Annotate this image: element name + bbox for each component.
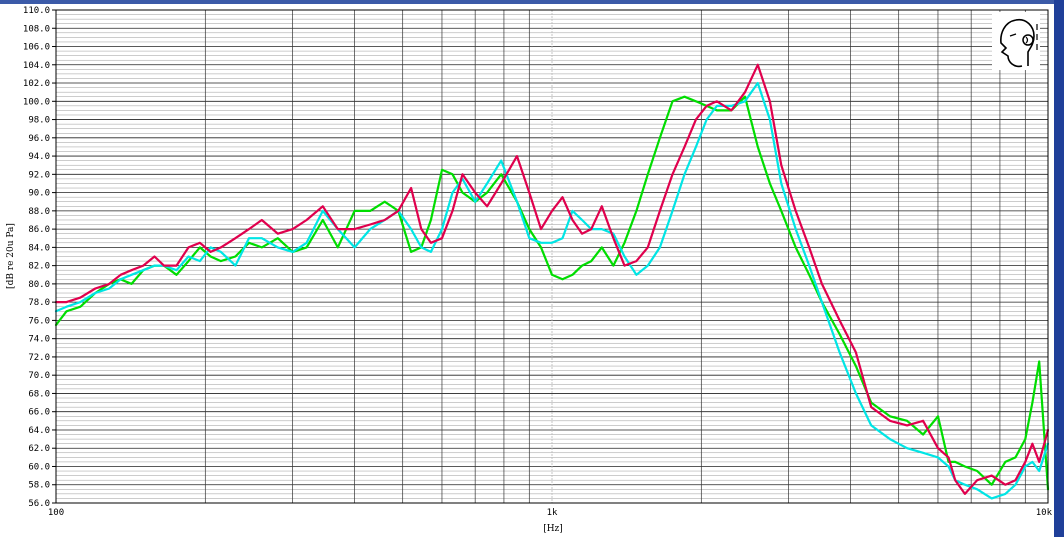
y-tick-label: 64.0: [28, 426, 50, 436]
y-axis-label: [dB re 20u Pa]: [6, 223, 16, 289]
y-tick-label: 90.0: [28, 189, 50, 199]
plot-frame: [55, 9, 1049, 504]
y-tick-label: 82.0: [28, 262, 50, 272]
series-line-1: [54, 95, 1050, 491]
y-tick-label: 72.0: [28, 353, 50, 363]
x-tick-label: 10k: [1036, 508, 1053, 518]
x-axis-label: [Hz]: [543, 524, 563, 534]
x-tick-label: 100: [48, 508, 64, 518]
y-tick-label: 100.0: [23, 97, 50, 107]
y-tick-label: 86.0: [28, 225, 50, 235]
x-tick-labels: 100 1k 10k: [48, 508, 1053, 518]
y-tick-label: 106.0: [23, 43, 50, 53]
head-microphone-icon: [992, 12, 1040, 70]
y-tick-label: 76.0: [28, 316, 50, 326]
y-tick-label: 92.0: [28, 170, 50, 180]
y-tick-label: 74.0: [28, 335, 50, 345]
y-tick-label: 70.0: [28, 371, 50, 381]
series-group: [54, 63, 1050, 500]
y-tick-label: 88.0: [28, 207, 50, 217]
y-tick-label: 80.0: [28, 280, 50, 290]
series-line-3: [54, 63, 1050, 495]
y-tick-label: 68.0: [28, 389, 50, 399]
y-tick-label: 62.0: [28, 444, 50, 454]
series-line-2: [54, 81, 1050, 500]
y-tick-label: 56.0: [28, 499, 50, 509]
y-tick-label: 98.0: [28, 116, 50, 126]
window-right-edge: [1054, 0, 1064, 537]
y-tick-label: 58.0: [28, 481, 50, 491]
y-tick-label: 78.0: [28, 298, 50, 308]
window-top-bar: [0, 0, 1064, 4]
x-tick-label: 1k: [547, 508, 558, 518]
y-tick-label: 96.0: [28, 134, 50, 144]
y-tick-label: 84.0: [28, 243, 50, 253]
grid: [55, 9, 1049, 504]
y-tick-label: 102.0: [23, 79, 50, 89]
y-tick-label: 66.0: [28, 408, 50, 418]
y-tick-label: 94.0: [28, 152, 50, 162]
y-tick-label: 108.0: [23, 24, 50, 34]
y-tick-label: 60.0: [28, 462, 50, 472]
y-tick-label: 110.0: [23, 6, 50, 16]
y-tick-label: 104.0: [23, 61, 50, 71]
y-tick-labels: 56.0 58.0 60.0 62.0 64.0 66.0 68.0 70.0 72.0 74.0…: [23, 6, 56, 509]
